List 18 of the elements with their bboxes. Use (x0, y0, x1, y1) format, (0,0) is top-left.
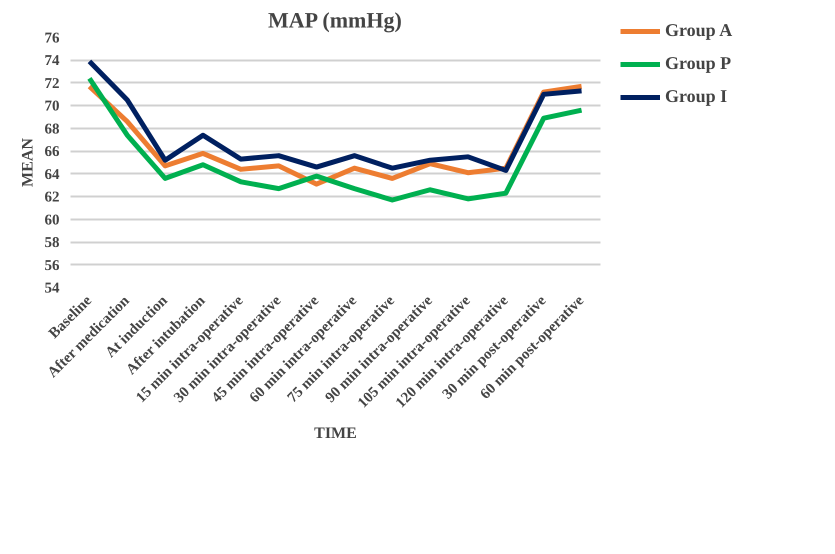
y-tick-label: 74 (44, 53, 60, 70)
y-axis-title: MEAN (20, 138, 36, 187)
y-tick-label: 76 (44, 30, 60, 46)
x-axis-title: TIME (314, 425, 357, 442)
legend-label: Group P (665, 53, 732, 74)
legend-label: Group I (665, 86, 728, 107)
legend-label: Group A (665, 20, 732, 41)
y-tick-label: 56 (44, 258, 60, 274)
y-tick-label: 54 (44, 280, 60, 296)
y-tick-label: 60 (44, 212, 60, 228)
y-tick-label: 70 (44, 98, 60, 115)
y-tick-label: 72 (44, 76, 60, 92)
y-tick-label: 66 (44, 144, 60, 160)
y-tick-label: 58 (44, 235, 60, 252)
y-tick-label: 64 (44, 166, 60, 183)
y-tick-label: 62 (44, 190, 60, 206)
y-tick-label: 68 (44, 121, 60, 138)
chart-title: MAP (mmHg) (268, 8, 402, 32)
